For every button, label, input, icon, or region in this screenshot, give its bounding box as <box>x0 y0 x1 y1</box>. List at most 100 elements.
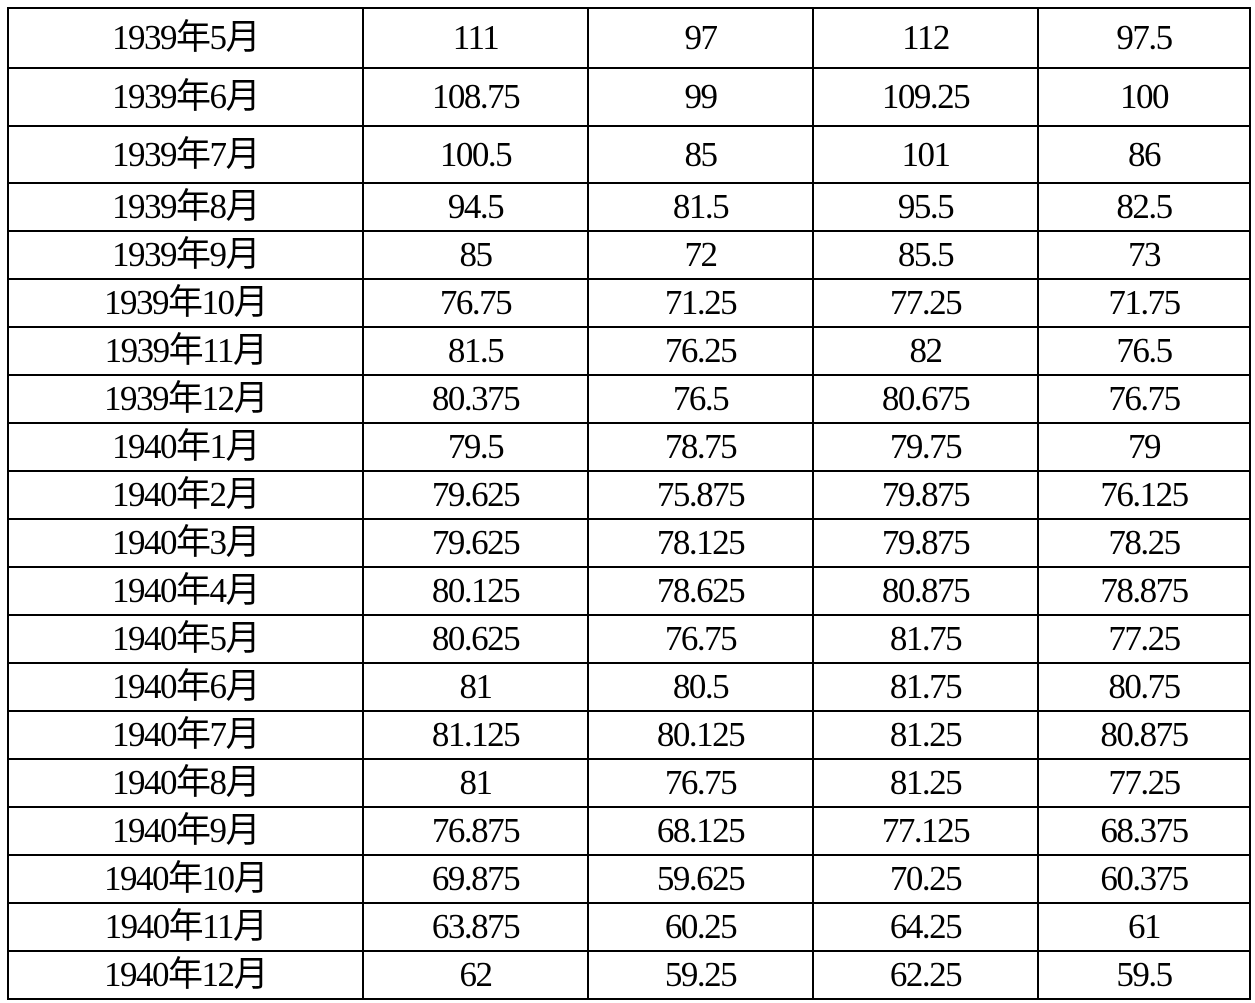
value-cell: 81.75 <box>812 662 1039 712</box>
table-row: 1940年8月 81 76.75 81.25 77.25 <box>7 758 1251 808</box>
value-cell: 95.5 <box>812 182 1039 232</box>
table-row: 1940年9月 76.875 68.125 77.125 68.375 <box>7 806 1251 856</box>
value-cell: 79.875 <box>812 470 1039 520</box>
value-cell: 76.75 <box>362 278 589 328</box>
value-cell: 85.5 <box>812 230 1039 280</box>
date-cell: 1940年8月 <box>7 758 364 808</box>
value-cell: 70.25 <box>812 854 1039 904</box>
value-cell: 76.5 <box>1037 326 1251 376</box>
date-cell: 1940年1月 <box>7 422 364 472</box>
date-cell: 1940年7月 <box>7 710 364 760</box>
value-cell: 72 <box>587 230 814 280</box>
value-cell: 97.5 <box>1037 7 1251 69</box>
value-cell: 82 <box>812 326 1039 376</box>
value-cell: 73 <box>1037 230 1251 280</box>
value-cell: 78.875 <box>1037 566 1251 616</box>
value-cell: 80.375 <box>362 374 589 424</box>
value-cell: 76.75 <box>1037 374 1251 424</box>
table-row: 1940年1月 79.5 78.75 79.75 79 <box>7 422 1251 472</box>
value-cell: 76.5 <box>587 374 814 424</box>
value-cell: 94.5 <box>362 182 589 232</box>
value-cell: 71.75 <box>1037 278 1251 328</box>
value-cell: 99 <box>587 67 814 127</box>
table-row: 1940年12月 62 59.25 62.25 59.5 <box>7 950 1251 1000</box>
date-cell: 1939年7月 <box>7 125 364 184</box>
value-cell: 76.75 <box>587 614 814 664</box>
value-cell: 77.125 <box>812 806 1039 856</box>
value-cell: 100 <box>1037 67 1251 127</box>
table-row: 1940年11月 63.875 60.25 64.25 61 <box>7 902 1251 952</box>
value-cell: 79.625 <box>362 470 589 520</box>
table-row: 1939年11月 81.5 76.25 82 76.5 <box>7 326 1251 376</box>
value-cell: 86 <box>1037 125 1251 184</box>
date-cell: 1940年4月 <box>7 566 364 616</box>
value-cell: 68.375 <box>1037 806 1251 856</box>
value-cell: 77.25 <box>1037 758 1251 808</box>
value-cell: 78.75 <box>587 422 814 472</box>
value-cell: 81 <box>362 758 589 808</box>
date-cell: 1939年5月 <box>7 7 364 69</box>
table-row: 1939年7月 100.5 85 101 86 <box>7 125 1251 184</box>
table-row: 1939年8月 94.5 81.5 95.5 82.5 <box>7 182 1251 232</box>
data-table: 1939年5月 111 97 112 97.5 1939年6月 108.75 99 109.25… <box>7 7 1251 1000</box>
value-cell: 81.125 <box>362 710 589 760</box>
value-cell: 97 <box>587 7 814 69</box>
table-row: 1939年12月 80.375 76.5 80.675 76.75 <box>7 374 1251 424</box>
value-cell: 79.875 <box>812 518 1039 568</box>
value-cell: 76.75 <box>587 758 814 808</box>
value-cell: 80.875 <box>1037 710 1251 760</box>
value-cell: 85 <box>587 125 814 184</box>
table-row: 1940年6月 81 80.5 81.75 80.75 <box>7 662 1251 712</box>
value-cell: 76.875 <box>362 806 589 856</box>
value-cell: 101 <box>812 125 1039 184</box>
value-cell: 78.125 <box>587 518 814 568</box>
value-cell: 81.5 <box>362 326 589 376</box>
value-cell: 80.5 <box>587 662 814 712</box>
value-cell: 80.125 <box>587 710 814 760</box>
table-row: 1940年2月 79.625 75.875 79.875 76.125 <box>7 470 1251 520</box>
value-cell: 79.5 <box>362 422 589 472</box>
table-row: 1939年9月 85 72 85.5 73 <box>7 230 1251 280</box>
table-row: 1939年6月 108.75 99 109.25 100 <box>7 67 1251 127</box>
date-cell: 1940年5月 <box>7 614 364 664</box>
value-cell: 108.75 <box>362 67 589 127</box>
date-cell: 1939年8月 <box>7 182 364 232</box>
date-cell: 1940年11月 <box>7 902 364 952</box>
value-cell: 77.25 <box>1037 614 1251 664</box>
value-cell: 76.25 <box>587 326 814 376</box>
value-cell: 78.25 <box>1037 518 1251 568</box>
date-cell: 1939年10月 <box>7 278 364 328</box>
value-cell: 82.5 <box>1037 182 1251 232</box>
value-cell: 64.25 <box>812 902 1039 952</box>
value-cell: 77.25 <box>812 278 1039 328</box>
value-cell: 80.875 <box>812 566 1039 616</box>
value-cell: 63.875 <box>362 902 589 952</box>
value-cell: 79.75 <box>812 422 1039 472</box>
table-row: 1939年5月 111 97 112 97.5 <box>7 7 1251 69</box>
value-cell: 80.625 <box>362 614 589 664</box>
value-cell: 81.75 <box>812 614 1039 664</box>
date-cell: 1940年3月 <box>7 518 364 568</box>
value-cell: 81.5 <box>587 182 814 232</box>
date-cell: 1940年9月 <box>7 806 364 856</box>
value-cell: 59.625 <box>587 854 814 904</box>
table-row: 1940年5月 80.625 76.75 81.75 77.25 <box>7 614 1251 664</box>
value-cell: 109.25 <box>812 67 1039 127</box>
date-cell: 1939年9月 <box>7 230 364 280</box>
date-cell: 1940年2月 <box>7 470 364 520</box>
value-cell: 59.5 <box>1037 950 1251 1000</box>
table-row: 1940年4月 80.125 78.625 80.875 78.875 <box>7 566 1251 616</box>
value-cell: 59.25 <box>587 950 814 1000</box>
date-cell: 1939年11月 <box>7 326 364 376</box>
value-cell: 62.25 <box>812 950 1039 1000</box>
date-cell: 1940年6月 <box>7 662 364 712</box>
value-cell: 81.25 <box>812 710 1039 760</box>
table-row: 1940年10月 69.875 59.625 70.25 60.375 <box>7 854 1251 904</box>
date-cell: 1939年6月 <box>7 67 364 127</box>
value-cell: 60.375 <box>1037 854 1251 904</box>
value-cell: 69.875 <box>362 854 589 904</box>
value-cell: 75.875 <box>587 470 814 520</box>
value-cell: 60.25 <box>587 902 814 952</box>
table-row: 1939年10月 76.75 71.25 77.25 71.75 <box>7 278 1251 328</box>
value-cell: 100.5 <box>362 125 589 184</box>
